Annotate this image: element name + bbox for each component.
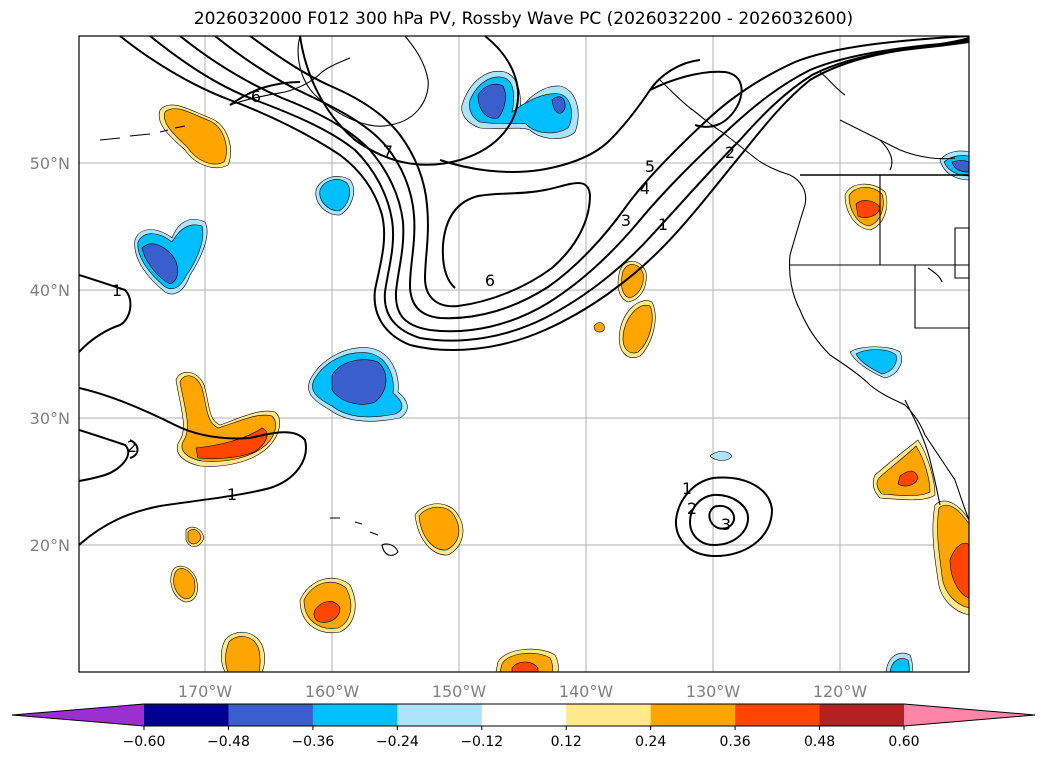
colorbar-segment [397,704,483,726]
contour-label: 2 [127,437,137,456]
contour-label: 6 [485,271,495,290]
latitude-labels: 50°N 40°N 30°N 20°N [30,154,70,555]
contour-label: 5 [645,157,655,176]
contour-label: 4 [640,179,650,198]
map-frame [78,35,970,673]
colorbar-segment [735,704,821,726]
longitude-labels: 170°W 160°W 150°W 140°W 130°W 120°W [178,682,868,701]
colorbar-segment [144,704,229,726]
colorbar-segment [819,704,905,726]
contour-label: 1 [112,281,122,300]
contour-label: 1 [682,479,692,498]
lon-label: 140°W [559,682,614,701]
colorbar-tick-label: −0.24 [376,734,419,750]
contour-label: 1 [658,215,668,234]
lat-label: 30°N [30,409,70,428]
colorbar: −0.60 −0.48 −0.36 −0.24 −0.12 0.12 0.24 0.36 0.4… [11,703,1036,750]
contour-label: 2 [687,499,697,518]
contour-label: 6 [251,87,261,106]
lon-label: 130°W [686,682,741,701]
colorbar-tick-label: 0.12 [551,734,582,750]
lat-label: 20°N [30,536,70,555]
colorbar-tick-label: −0.60 [123,734,166,750]
lon-label: 120°W [813,682,868,701]
map-plot-area: 6 7 6 5 4 3 1 2 1 1 1 2 3 2 [79,36,969,672]
colorbar-tick-label: 0.24 [635,734,666,750]
colorbar-segment [312,704,398,726]
map-title: 2026032000 F012 300 hPa PV, Rossby Wave … [193,9,854,29]
colorbar-tick-label: −0.48 [207,734,250,750]
lat-label: 40°N [30,281,70,300]
contour-label: 2 [725,143,735,162]
lon-label: 150°W [432,682,487,701]
negative-anomaly-shading [134,70,969,672]
colorbar-extend-low [12,704,144,726]
lat-label: 50°N [30,154,70,173]
lon-label: 160°W [305,682,360,701]
colorbar-extend-high [904,704,1035,726]
positive-anomaly-shading [158,104,969,672]
lon-label: 170°W [178,682,233,701]
colorbar-tick-label: −0.12 [460,734,503,750]
gridlines [79,36,969,672]
colorbar-tick-label: 0.36 [720,734,751,750]
contour-label: 3 [621,211,631,230]
colorbar-segment [650,704,736,726]
colorbar-tick-label: 0.60 [888,734,919,750]
colorbar-segment [228,704,314,726]
pv-contours [79,36,969,558]
colorbar-segment [566,704,652,726]
colorbar-tick-label: 0.48 [804,734,835,750]
colorbar-segment [481,704,567,726]
contour-label: 3 [721,515,731,534]
colorbar-tick-label: −0.36 [291,734,334,750]
contour-labels: 6 7 6 5 4 3 1 2 1 1 1 2 3 2 [112,87,735,534]
contour-label: 1 [227,485,237,504]
contour-label: 7 [383,142,393,161]
